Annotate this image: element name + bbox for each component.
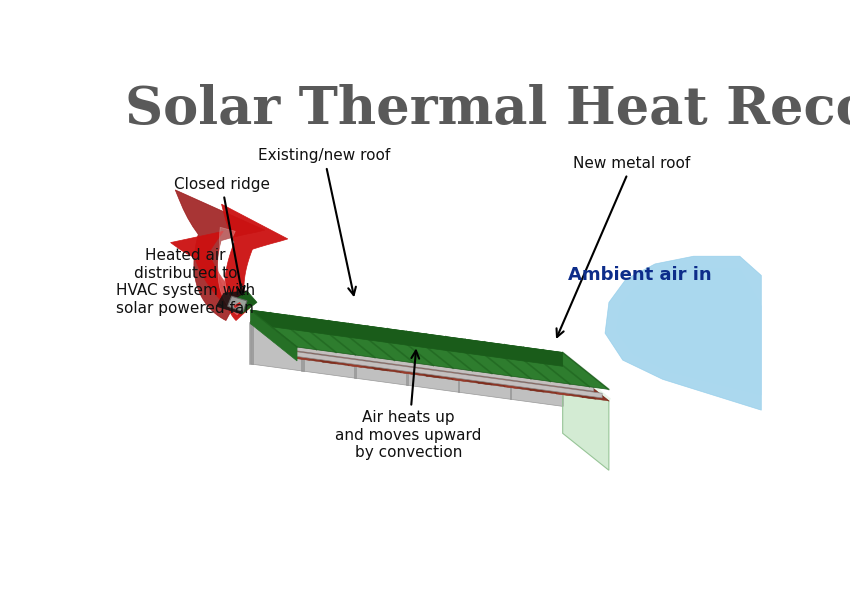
Polygon shape (251, 322, 609, 401)
Polygon shape (381, 339, 440, 378)
Polygon shape (511, 357, 570, 396)
Polygon shape (251, 310, 563, 367)
Polygon shape (277, 325, 336, 364)
Polygon shape (257, 324, 569, 371)
Polygon shape (216, 291, 247, 314)
Text: Air heats up
and moves upward
by convection: Air heats up and moves upward by convect… (336, 350, 482, 460)
Polygon shape (605, 256, 762, 410)
Polygon shape (484, 353, 544, 392)
Polygon shape (175, 190, 265, 321)
Polygon shape (291, 351, 602, 398)
Polygon shape (249, 322, 252, 364)
Text: Solar Thermal Heat Recovery: Solar Thermal Heat Recovery (125, 84, 850, 136)
Polygon shape (405, 343, 408, 385)
Text: Ambient air in: Ambient air in (568, 267, 711, 284)
Polygon shape (407, 343, 466, 381)
Polygon shape (616, 270, 762, 395)
Polygon shape (251, 310, 609, 389)
Polygon shape (563, 364, 609, 470)
Polygon shape (235, 291, 257, 314)
Polygon shape (265, 331, 577, 378)
Polygon shape (171, 231, 248, 316)
Text: Closed ridge: Closed ridge (174, 177, 269, 295)
Polygon shape (354, 336, 414, 374)
Polygon shape (433, 346, 492, 385)
Polygon shape (251, 310, 297, 361)
Polygon shape (354, 336, 356, 378)
Polygon shape (218, 227, 241, 315)
Polygon shape (282, 344, 594, 391)
Polygon shape (222, 204, 288, 321)
Text: Existing/new roof: Existing/new roof (258, 148, 390, 295)
Polygon shape (274, 337, 586, 384)
Polygon shape (303, 328, 362, 368)
Polygon shape (228, 296, 247, 312)
Polygon shape (563, 362, 610, 401)
Text: Heated air
distributed to
HVAC system with
solar powered fan: Heated air distributed to HVAC system wi… (116, 249, 255, 316)
Polygon shape (251, 322, 563, 406)
Polygon shape (329, 332, 388, 371)
Polygon shape (301, 328, 304, 371)
Polygon shape (459, 350, 518, 389)
Polygon shape (251, 322, 310, 361)
Polygon shape (536, 361, 596, 399)
Polygon shape (458, 350, 459, 392)
Text: New metal roof: New metal roof (557, 156, 690, 337)
